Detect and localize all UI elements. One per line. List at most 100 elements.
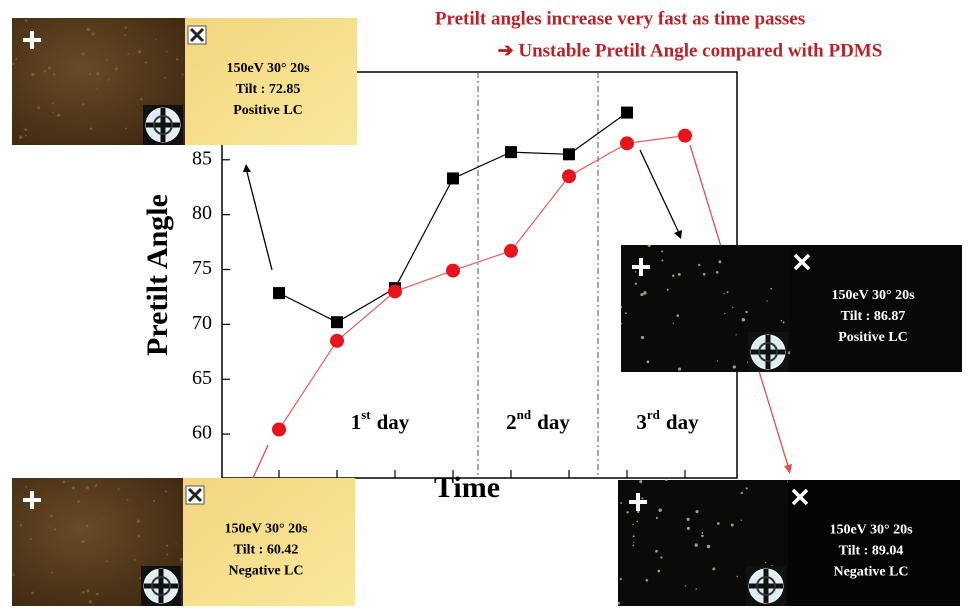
- speck: [740, 491, 743, 495]
- arrow-head: [243, 164, 251, 172]
- speck: [780, 319, 783, 322]
- period-label: 3rd day: [636, 407, 699, 434]
- speck: [620, 322, 623, 325]
- conoscope-cross: [144, 569, 178, 603]
- speck: [672, 322, 675, 324]
- data-point: [446, 263, 460, 278]
- inset-text: Tilt : 89.04: [839, 544, 904, 559]
- inset: 150eV 30° 20s Tilt : 89.04 Negative LC: [617, 478, 960, 606]
- speck: [655, 516, 658, 520]
- speck: [49, 514, 53, 518]
- speck: [105, 560, 108, 563]
- y-axis-label: Pretilt Angle: [141, 194, 174, 356]
- data-point: [330, 333, 344, 348]
- speck: [624, 312, 627, 315]
- speck: [640, 292, 644, 297]
- polarizer-crossed-icon: [187, 487, 203, 503]
- speck: [695, 510, 699, 514]
- polarizer-crossed-icon: [189, 27, 205, 43]
- speck: [701, 534, 704, 538]
- y-tick-label: 80: [192, 202, 212, 224]
- speck: [125, 127, 128, 130]
- speck: [740, 519, 742, 521]
- speck: [82, 591, 85, 594]
- speck: [12, 573, 15, 576]
- speck: [619, 577, 622, 581]
- data-point: [273, 287, 285, 300]
- speck: [712, 567, 716, 571]
- data-point: [621, 106, 633, 119]
- speck: [71, 486, 76, 490]
- inset-panel: [788, 480, 960, 606]
- inset-panel: [790, 245, 962, 372]
- y-tick-label: 75: [192, 257, 212, 279]
- data-point: [505, 146, 517, 159]
- speck: [736, 575, 738, 578]
- speck: [741, 317, 746, 322]
- inset-text: Negative LC: [833, 565, 908, 580]
- speck: [731, 306, 734, 309]
- speck: [24, 134, 27, 137]
- speck: [766, 300, 768, 302]
- speck: [105, 59, 108, 61]
- speck: [11, 62, 15, 65]
- polarizer-parallel-icon: [23, 31, 41, 49]
- y-tick-label: 70: [192, 312, 212, 334]
- speck: [715, 271, 719, 274]
- speck: [24, 19, 28, 22]
- speck: [716, 360, 718, 362]
- arrow-head: [674, 230, 682, 239]
- speck: [29, 538, 32, 541]
- speck: [658, 508, 662, 513]
- period-text: day: [666, 410, 699, 434]
- inset-text: Positive LC: [233, 103, 303, 118]
- arrow: [639, 149, 680, 234]
- speck: [133, 558, 136, 561]
- speck: [31, 72, 35, 77]
- data-point: [447, 172, 459, 185]
- inset-text: Positive LC: [838, 330, 908, 345]
- speck: [176, 58, 179, 61]
- speck: [139, 576, 142, 580]
- inset-panel: [185, 18, 357, 145]
- speck: [89, 127, 93, 131]
- period-text: day: [377, 410, 410, 434]
- speck: [695, 588, 698, 590]
- speck: [646, 360, 650, 364]
- y-tick-label: 60: [192, 422, 212, 444]
- speck: [686, 517, 690, 521]
- speck: [24, 128, 27, 131]
- speck: [96, 88, 98, 90]
- speck: [43, 69, 46, 73]
- speck: [723, 293, 725, 295]
- speck: [684, 585, 687, 587]
- speck: [91, 32, 95, 36]
- speck: [640, 335, 645, 340]
- speck: [164, 76, 166, 79]
- inset-text: 150eV 30° 20s: [224, 521, 308, 536]
- speck: [51, 102, 54, 105]
- speck: [166, 553, 169, 556]
- arrow: [252, 444, 269, 479]
- annotation: Pretilt angles increase very fast as tim…: [435, 8, 805, 29]
- speck: [86, 27, 91, 32]
- speck: [81, 52, 85, 56]
- period-label: 1st day: [351, 407, 410, 434]
- polarizer-parallel-icon: [23, 491, 41, 509]
- speck: [632, 523, 634, 526]
- speck: [735, 334, 737, 336]
- speck: [25, 485, 27, 488]
- speck: [136, 519, 141, 523]
- speck: [137, 50, 142, 54]
- inset-text: 150eV 30° 20s: [831, 288, 915, 303]
- speck: [19, 524, 23, 527]
- inset-text: Tilt : 86.87: [841, 309, 906, 324]
- speck: [661, 250, 664, 253]
- speck: [678, 367, 682, 371]
- speck: [53, 528, 57, 531]
- arrow: [246, 171, 273, 271]
- data-point: [563, 148, 575, 161]
- period-suffix: rd: [647, 407, 661, 422]
- speck: [117, 487, 120, 491]
